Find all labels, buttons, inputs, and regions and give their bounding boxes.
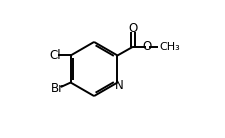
Text: N: N [114, 79, 123, 92]
Text: O: O [142, 40, 151, 53]
Text: O: O [128, 22, 137, 35]
Text: CH₃: CH₃ [159, 42, 179, 52]
Text: Cl: Cl [49, 49, 61, 62]
Text: Br: Br [50, 82, 63, 95]
